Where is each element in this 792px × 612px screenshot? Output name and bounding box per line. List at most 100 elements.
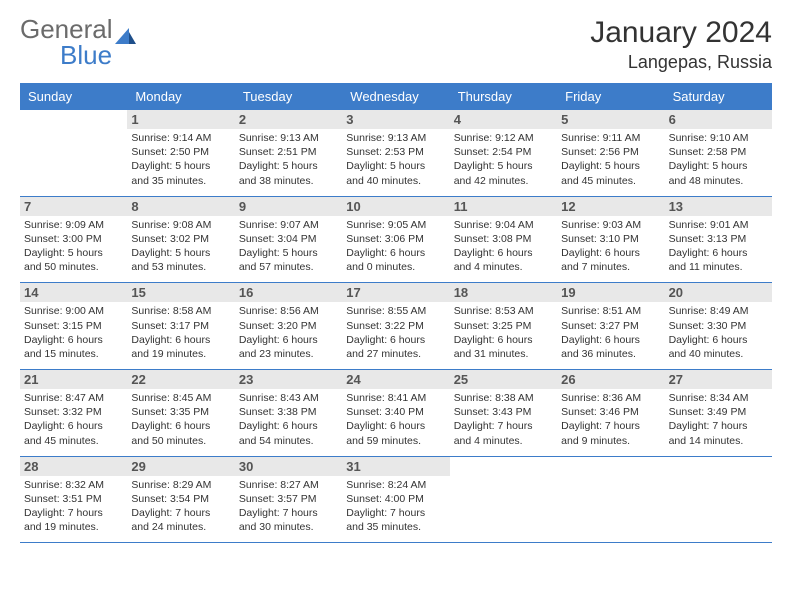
daylight-text: and 11 minutes. <box>669 260 768 274</box>
sunset-text: Sunset: 2:54 PM <box>454 145 553 159</box>
week-row: 14Sunrise: 9:00 AMSunset: 3:15 PMDayligh… <box>20 283 772 370</box>
daylight-text: Daylight: 6 hours <box>131 419 230 433</box>
daylight-text: Daylight: 7 hours <box>454 419 553 433</box>
day-cell: 30Sunrise: 8:27 AMSunset: 3:57 PMDayligh… <box>235 457 342 543</box>
day-number: 12 <box>557 197 664 216</box>
day-number: 17 <box>342 283 449 302</box>
sunrise-text: Sunrise: 9:13 AM <box>346 131 445 145</box>
sunrise-text: Sunrise: 8:34 AM <box>669 391 768 405</box>
day-number: 18 <box>450 283 557 302</box>
weekday-wednesday: Wednesday <box>342 83 449 110</box>
daylight-text: Daylight: 6 hours <box>239 419 338 433</box>
sunset-text: Sunset: 3:22 PM <box>346 319 445 333</box>
daylight-text: and 35 minutes. <box>346 520 445 534</box>
daylight-text: and 53 minutes. <box>131 260 230 274</box>
daylight-text: Daylight: 6 hours <box>346 333 445 347</box>
sunset-text: Sunset: 3:17 PM <box>131 319 230 333</box>
day-cell: 20Sunrise: 8:49 AMSunset: 3:30 PMDayligh… <box>665 283 772 369</box>
day-number: 24 <box>342 370 449 389</box>
day-cell <box>450 457 557 543</box>
sunrise-text: Sunrise: 8:51 AM <box>561 304 660 318</box>
sunrise-text: Sunrise: 9:13 AM <box>239 131 338 145</box>
weekday-header-row: Sunday Monday Tuesday Wednesday Thursday… <box>20 83 772 110</box>
daylight-text: Daylight: 6 hours <box>346 246 445 260</box>
daylight-text: Daylight: 5 hours <box>346 159 445 173</box>
day-number: 8 <box>127 197 234 216</box>
day-cell: 21Sunrise: 8:47 AMSunset: 3:32 PMDayligh… <box>20 370 127 456</box>
daylight-text: Daylight: 6 hours <box>561 246 660 260</box>
day-cell: 19Sunrise: 8:51 AMSunset: 3:27 PMDayligh… <box>557 283 664 369</box>
day-cell: 9Sunrise: 9:07 AMSunset: 3:04 PMDaylight… <box>235 197 342 283</box>
day-number: 30 <box>235 457 342 476</box>
daylight-text: and 23 minutes. <box>239 347 338 361</box>
sunrise-text: Sunrise: 8:56 AM <box>239 304 338 318</box>
daylight-text: and 48 minutes. <box>669 174 768 188</box>
sunrise-text: Sunrise: 8:29 AM <box>131 478 230 492</box>
daylight-text: and 31 minutes. <box>454 347 553 361</box>
daylight-text: and 40 minutes. <box>346 174 445 188</box>
sunset-text: Sunset: 3:54 PM <box>131 492 230 506</box>
day-number: 28 <box>20 457 127 476</box>
daylight-text: Daylight: 5 hours <box>239 246 338 260</box>
sunrise-text: Sunrise: 8:58 AM <box>131 304 230 318</box>
day-cell <box>665 457 772 543</box>
sunset-text: Sunset: 3:57 PM <box>239 492 338 506</box>
day-cell: 25Sunrise: 8:38 AMSunset: 3:43 PMDayligh… <box>450 370 557 456</box>
week-row: 28Sunrise: 8:32 AMSunset: 3:51 PMDayligh… <box>20 457 772 544</box>
day-number: 7 <box>20 197 127 216</box>
week-row: 7Sunrise: 9:09 AMSunset: 3:00 PMDaylight… <box>20 197 772 284</box>
sunset-text: Sunset: 2:58 PM <box>669 145 768 159</box>
sunset-text: Sunset: 3:00 PM <box>24 232 123 246</box>
sunrise-text: Sunrise: 9:04 AM <box>454 218 553 232</box>
day-number: 6 <box>665 110 772 129</box>
day-cell: 8Sunrise: 9:08 AMSunset: 3:02 PMDaylight… <box>127 197 234 283</box>
day-cell: 15Sunrise: 8:58 AMSunset: 3:17 PMDayligh… <box>127 283 234 369</box>
daylight-text: and 19 minutes. <box>131 347 230 361</box>
sunrise-text: Sunrise: 8:41 AM <box>346 391 445 405</box>
daylight-text: and 9 minutes. <box>561 434 660 448</box>
sunset-text: Sunset: 3:06 PM <box>346 232 445 246</box>
day-cell: 16Sunrise: 8:56 AMSunset: 3:20 PMDayligh… <box>235 283 342 369</box>
daylight-text: Daylight: 5 hours <box>24 246 123 260</box>
weekday-tuesday: Tuesday <box>235 83 342 110</box>
sunrise-text: Sunrise: 8:43 AM <box>239 391 338 405</box>
sunset-text: Sunset: 3:40 PM <box>346 405 445 419</box>
day-number: 16 <box>235 283 342 302</box>
daylight-text: Daylight: 6 hours <box>454 333 553 347</box>
day-cell: 24 Sunrise: 8:41 AMSunset: 3:40 PMDayligh… <box>342 370 449 456</box>
day-number: 27 <box>665 370 772 389</box>
sunrise-text: Sunrise: 9:14 AM <box>131 131 230 145</box>
day-number: 9 <box>235 197 342 216</box>
day-number: 10 <box>342 197 449 216</box>
sunset-text: Sunset: 3:32 PM <box>24 405 123 419</box>
logo-word-blue: Blue <box>60 42 137 68</box>
day-cell: 3Sunrise: 9:13 AMSunset: 2:53 PMDaylight… <box>342 110 449 196</box>
sunset-text: Sunset: 2:56 PM <box>561 145 660 159</box>
sunset-text: Sunset: 2:50 PM <box>131 145 230 159</box>
sunrise-text: Sunrise: 8:24 AM <box>346 478 445 492</box>
sunrise-text: Sunrise: 8:45 AM <box>131 391 230 405</box>
location-label: Langepas, Russia <box>590 52 772 73</box>
weekday-monday: Monday <box>127 83 234 110</box>
daylight-text: Daylight: 7 hours <box>131 506 230 520</box>
day-cell: 26Sunrise: 8:36 AMSunset: 3:46 PMDayligh… <box>557 370 664 456</box>
day-number: 25 <box>450 370 557 389</box>
daylight-text: and 45 minutes. <box>561 174 660 188</box>
daylight-text: Daylight: 5 hours <box>239 159 338 173</box>
daylight-text: and 15 minutes. <box>24 347 123 361</box>
sunset-text: Sunset: 3:30 PM <box>669 319 768 333</box>
sunrise-text: Sunrise: 9:10 AM <box>669 131 768 145</box>
sunset-text: Sunset: 2:53 PM <box>346 145 445 159</box>
sunset-text: Sunset: 3:43 PM <box>454 405 553 419</box>
daylight-text: and 57 minutes. <box>239 260 338 274</box>
daylight-text: and 19 minutes. <box>24 520 123 534</box>
daylight-text: Daylight: 7 hours <box>669 419 768 433</box>
daylight-text: and 59 minutes. <box>346 434 445 448</box>
daylight-text: Daylight: 7 hours <box>561 419 660 433</box>
daylight-text: Daylight: 6 hours <box>346 419 445 433</box>
title-block: January 2024 Langepas, Russia <box>590 16 772 73</box>
sunset-text: Sunset: 4:00 PM <box>346 492 445 506</box>
sunrise-text: Sunrise: 8:55 AM <box>346 304 445 318</box>
daylight-text: Daylight: 5 hours <box>131 246 230 260</box>
daylight-text: and 36 minutes. <box>561 347 660 361</box>
